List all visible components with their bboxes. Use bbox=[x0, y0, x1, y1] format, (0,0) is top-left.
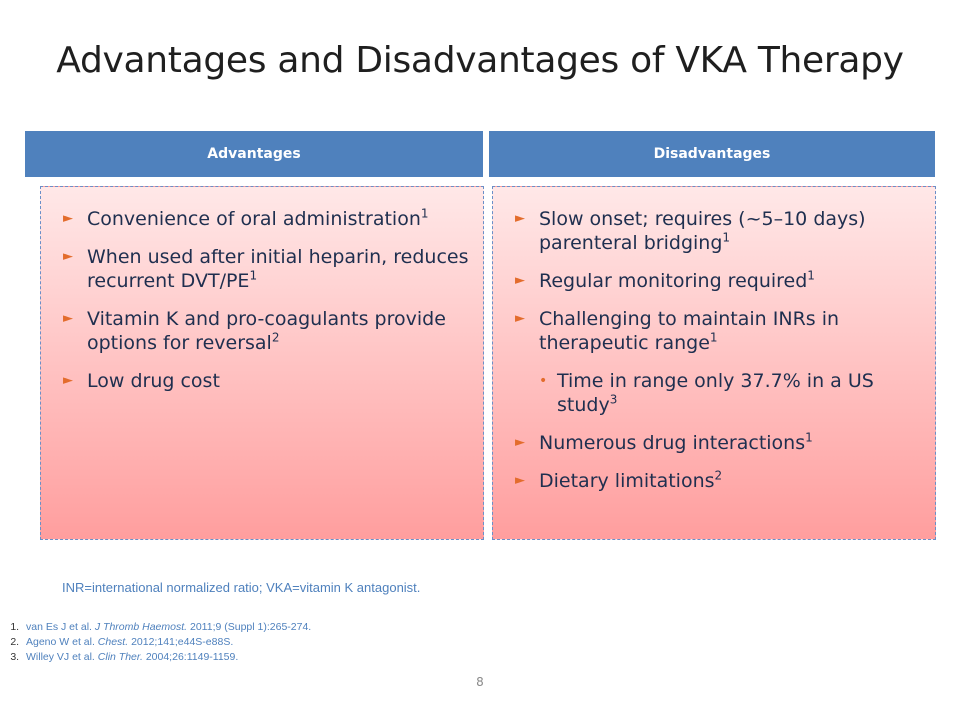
right-arrow-bullet-icon: ► bbox=[515, 473, 525, 488]
citation-sup: 3 bbox=[609, 392, 618, 407]
citation-sup: 1 bbox=[709, 330, 718, 345]
right-arrow-bullet-icon: ► bbox=[515, 435, 525, 450]
advantages-list: ► Convenience of oral administration1 ► … bbox=[63, 207, 469, 407]
right-arrow-bullet-icon: ► bbox=[63, 249, 73, 264]
right-arrow-bullet-icon: ► bbox=[515, 273, 525, 288]
right-arrow-bullet-icon: ► bbox=[63, 211, 73, 226]
disadvantage-item: ► Challenging to maintain INRs in therap… bbox=[515, 307, 921, 355]
disadvantage-item-text: Dietary limitations bbox=[539, 470, 715, 492]
advantage-item-text: Low drug cost bbox=[87, 370, 220, 392]
advantage-item: ► Convenience of oral administration1 bbox=[63, 207, 469, 231]
reference-authors: Willey VJ et al. bbox=[26, 651, 95, 663]
right-arrow-bullet-icon: ► bbox=[63, 311, 73, 326]
disadvantages-header: Disadvantages bbox=[489, 131, 935, 177]
dot-bullet-icon: • bbox=[539, 373, 548, 389]
slide-title: Advantages and Disadvantages of VKA Ther… bbox=[56, 40, 904, 81]
citation-sup: 1 bbox=[807, 268, 815, 283]
reference-journal: Clin Ther. bbox=[97, 651, 143, 663]
disadvantages-list: ► Slow onset; requires (~5–10 days) pare… bbox=[515, 207, 921, 507]
disadvantage-subitem-text: Time in range only 37.7% in a US study bbox=[557, 370, 874, 416]
advantages-header: Advantages bbox=[25, 131, 483, 177]
abbreviations-footnote: INR=international normalized ratio; VKA=… bbox=[62, 580, 421, 595]
reference-journal: Chest. bbox=[97, 636, 129, 648]
reference-item: Ageno W et al. Chest. 2012;141;e44S-e88S… bbox=[22, 635, 311, 650]
disadvantage-item: ► Regular monitoring required1 bbox=[515, 269, 921, 293]
right-arrow-bullet-icon: ► bbox=[515, 211, 525, 226]
disadvantage-item: ► Numerous drug interactions1 bbox=[515, 431, 921, 455]
disadvantage-item: ► Dietary limitations2 bbox=[515, 469, 921, 493]
reference-item: Willey VJ et al. Clin Ther. 2004;26:1149… bbox=[22, 650, 311, 665]
advantages-panel: ► Convenience of oral administration1 ► … bbox=[40, 186, 484, 540]
citation-sup: 1 bbox=[249, 268, 258, 283]
disadvantage-subitem: • Time in range only 37.7% in a US study… bbox=[533, 369, 921, 417]
reference-authors: Ageno W et al. bbox=[26, 636, 95, 648]
advantage-item-text: When used after initial heparin, reduces… bbox=[87, 246, 469, 292]
right-arrow-bullet-icon: ► bbox=[515, 311, 525, 326]
advantage-item: ► Low drug cost bbox=[63, 369, 469, 393]
citation-sup: 1 bbox=[420, 206, 429, 221]
advantage-item-text: Convenience of oral administration bbox=[87, 208, 421, 230]
disadvantages-panel: ► Slow onset; requires (~5–10 days) pare… bbox=[492, 186, 936, 540]
reference-details: 2012;141;e44S-e88S. bbox=[131, 636, 234, 648]
disadvantage-item-text: Numerous drug interactions bbox=[539, 432, 806, 454]
reference-authors: van Es J et al. bbox=[26, 621, 92, 633]
reference-journal: J Thromb Haemost. bbox=[94, 621, 188, 633]
reference-details: 2011;9 (Suppl 1):265-274. bbox=[190, 621, 312, 633]
citation-sup: 1 bbox=[722, 230, 731, 245]
reference-details: 2004;26:1149-1159. bbox=[145, 651, 239, 663]
advantage-item: ► When used after initial heparin, reduc… bbox=[63, 245, 469, 293]
advantages-header-label: Advantages bbox=[207, 146, 301, 162]
citation-sup: 1 bbox=[805, 430, 813, 445]
citation-sup: 2 bbox=[271, 330, 280, 345]
references-list: van Es J et al. J Thromb Haemost. 2011;9… bbox=[0, 620, 311, 665]
advantage-item-text: Vitamin K and pro-coagulants provide opt… bbox=[87, 308, 446, 354]
advantage-item: ► Vitamin K and pro-coagulants provide o… bbox=[63, 307, 469, 355]
right-arrow-bullet-icon: ► bbox=[63, 373, 73, 388]
disadvantage-item-text: Regular monitoring required bbox=[539, 270, 808, 292]
disadvantage-item-text: Slow onset; requires (~5–10 days) parent… bbox=[539, 208, 866, 254]
reference-item: van Es J et al. J Thromb Haemost. 2011;9… bbox=[22, 620, 311, 635]
page-number: 8 bbox=[476, 675, 484, 689]
citation-sup: 2 bbox=[714, 468, 723, 483]
disadvantage-item-text: Challenging to maintain INRs in therapeu… bbox=[539, 308, 840, 354]
disadvantages-header-label: Disadvantages bbox=[653, 146, 771, 162]
disadvantage-item: ► Slow onset; requires (~5–10 days) pare… bbox=[515, 207, 921, 255]
